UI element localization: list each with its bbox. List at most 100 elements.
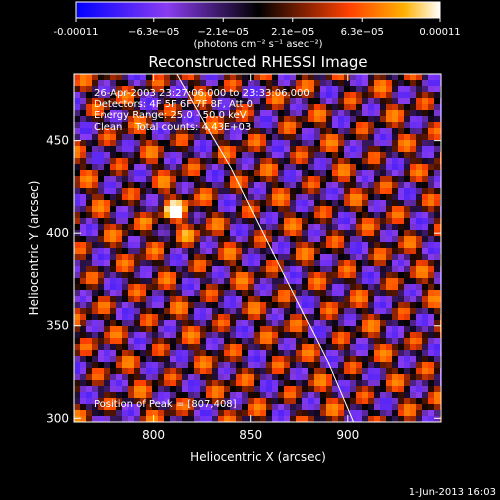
heatmap-cell xyxy=(200,194,207,201)
heatmap-cell xyxy=(404,338,411,345)
heatmap-cell xyxy=(218,368,225,375)
heatmap-cell xyxy=(170,170,177,177)
heatmap-cell xyxy=(428,380,435,387)
heatmap-cell xyxy=(374,122,381,129)
heatmap-cell xyxy=(260,194,267,201)
heatmap-cell xyxy=(176,206,183,213)
heatmap-cell xyxy=(80,308,87,315)
heatmap-cell xyxy=(338,242,345,249)
heatmap-cell xyxy=(392,302,399,309)
heatmap-cell xyxy=(98,92,105,99)
heatmap-cell xyxy=(206,332,213,339)
heatmap-cell xyxy=(134,116,141,123)
heatmap-cell xyxy=(248,362,255,369)
heatmap-cell xyxy=(104,350,111,357)
heatmap-cell xyxy=(194,104,201,111)
heatmap-cell xyxy=(116,284,123,291)
heatmap-cell xyxy=(188,164,195,171)
heatmap-cell xyxy=(212,266,219,273)
heatmap-cell xyxy=(86,416,93,422)
heatmap-cell xyxy=(398,260,405,267)
heatmap-cell xyxy=(284,284,291,291)
heatmap-cell xyxy=(326,98,333,105)
heatmap-cell xyxy=(176,392,183,399)
heatmap-cell xyxy=(212,350,219,357)
heatmap-cell xyxy=(386,404,393,411)
heatmap-cell xyxy=(362,74,369,81)
x-axis-label: Heliocentric X (arcsec) xyxy=(190,450,326,464)
heatmap-cell xyxy=(194,386,201,393)
heatmap-cell xyxy=(338,314,345,321)
heatmap-cell xyxy=(152,164,159,171)
heatmap-cell xyxy=(260,248,267,255)
heatmap-cell xyxy=(80,260,87,267)
heatmap-cell xyxy=(272,290,279,297)
heatmap-cell xyxy=(140,260,147,267)
heatmap-cell xyxy=(92,170,99,177)
heatmap-cell xyxy=(392,122,399,129)
heatmap-cell xyxy=(170,356,177,363)
heatmap-cell xyxy=(332,206,339,213)
heatmap-cell xyxy=(74,86,81,93)
heatmap-cell xyxy=(362,374,369,381)
heatmap-cell xyxy=(242,128,249,135)
heatmap-cell xyxy=(134,218,141,225)
heatmap-cell xyxy=(308,290,315,297)
heatmap-cell xyxy=(254,332,261,339)
heatmap-cell xyxy=(170,80,177,87)
heatmap-cell xyxy=(362,182,369,189)
heatmap-cell xyxy=(200,302,207,309)
heatmap-cell xyxy=(140,116,147,123)
heatmap-cell xyxy=(74,314,81,321)
heatmap-cell xyxy=(134,242,141,249)
heatmap-cell xyxy=(164,278,171,285)
heatmap-cell xyxy=(170,350,177,357)
heatmap-cell xyxy=(242,230,249,237)
heatmap-cell xyxy=(356,302,363,309)
heatmap-cell xyxy=(242,254,249,261)
heatmap-cell xyxy=(140,158,147,165)
heatmap-cell xyxy=(218,80,225,87)
heatmap-cell xyxy=(212,134,219,141)
heatmap-cell xyxy=(146,110,153,117)
heatmap-cell xyxy=(92,368,99,375)
heatmap-cell xyxy=(326,224,333,231)
heatmap-cell xyxy=(122,122,129,129)
heatmap-cell xyxy=(272,80,279,87)
heatmap-cell xyxy=(212,188,219,195)
heatmap-cell xyxy=(260,254,267,261)
heatmap-cell xyxy=(260,272,267,279)
heatmap-cell xyxy=(140,230,147,237)
heatmap-cell xyxy=(170,290,177,297)
heatmap-cell xyxy=(206,374,213,381)
heatmap-cell xyxy=(104,188,111,195)
heatmap-cell xyxy=(368,230,375,237)
heatmap-cell xyxy=(212,416,219,422)
heatmap-cell xyxy=(266,332,273,339)
heatmap-cell xyxy=(146,338,153,345)
heatmap-cell xyxy=(314,332,321,339)
heatmap-cell xyxy=(254,182,261,189)
heatmap-cell xyxy=(110,320,117,327)
heatmap-cell xyxy=(404,134,411,141)
heatmap-cell xyxy=(176,332,183,339)
heatmap-cell xyxy=(92,266,99,273)
heatmap-cell xyxy=(260,266,267,273)
heatmap-cell xyxy=(428,182,435,189)
heatmap-cell xyxy=(86,374,93,381)
heatmap-cell xyxy=(194,194,201,201)
heatmap-cell xyxy=(92,74,99,81)
heatmap-cell xyxy=(158,296,165,303)
heatmap-cell xyxy=(230,182,237,189)
heatmap-cell xyxy=(386,176,393,183)
heatmap-cell xyxy=(260,188,267,195)
heatmap-cell xyxy=(308,416,315,422)
heatmap-cell xyxy=(296,320,303,327)
heatmap-cell xyxy=(380,236,387,243)
heatmap-cell xyxy=(128,416,135,422)
heatmap-cell xyxy=(152,344,159,351)
heatmap-cell xyxy=(368,188,375,195)
heatmap-cell xyxy=(104,296,111,303)
heatmap-cell xyxy=(362,110,369,117)
heatmap-cell xyxy=(398,368,405,375)
